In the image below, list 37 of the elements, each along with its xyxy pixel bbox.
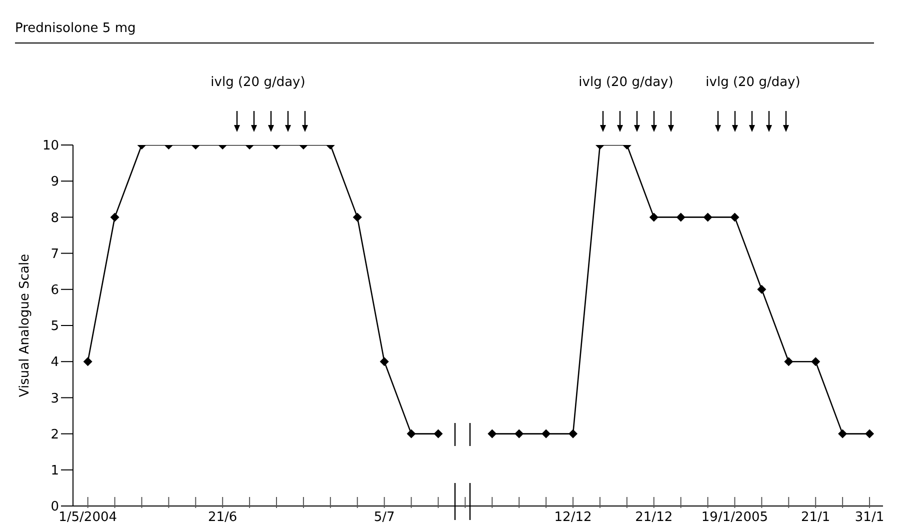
x-tick-label: 21/1 [801,510,830,525]
y-tick-label: 1 [50,464,59,479]
x-tick-label: 21/12 [635,510,673,525]
point [488,429,497,438]
point [865,429,874,438]
text: Prednisolone 5 mg [15,21,136,36]
y-tick-label: 9 [50,174,59,190]
point [542,429,551,438]
y-tick-label: 10 [42,138,59,154]
y-axis-title: Visual Analogue Scale [18,254,33,398]
point [838,429,848,438]
text: ivlg (20 g/day) [706,75,800,90]
point [380,357,389,366]
y-tick-label: 6 [50,283,59,298]
y-tick-label: 0 [50,500,59,515]
point [406,429,416,438]
point [434,429,443,438]
point [784,357,794,366]
x-tick-label: 5/7 [374,510,395,525]
x-tick-label: 31/1 [854,510,884,525]
y-tick-label: 3 [50,391,59,406]
y-tick-label: 8 [50,210,59,226]
point [568,429,578,438]
text: ivlg (20 g/day) [578,75,674,90]
x-tick-label: 12/12 [554,510,592,525]
y-tick-label: 5 [50,319,59,334]
y-tick-label: 4 [50,355,59,370]
x-tick-label: 1/5/2004 [58,510,118,525]
point [757,284,766,294]
x-tick-label: 21/6 [208,510,238,525]
y-tick-label: 2 [50,427,59,442]
y-tick-label: 7 [50,246,59,262]
point [514,429,524,438]
point [83,357,92,366]
x-tick-label: 19/1/2005 [701,510,768,525]
point [811,357,820,366]
text: ivlg (20 g/day) [210,75,306,90]
